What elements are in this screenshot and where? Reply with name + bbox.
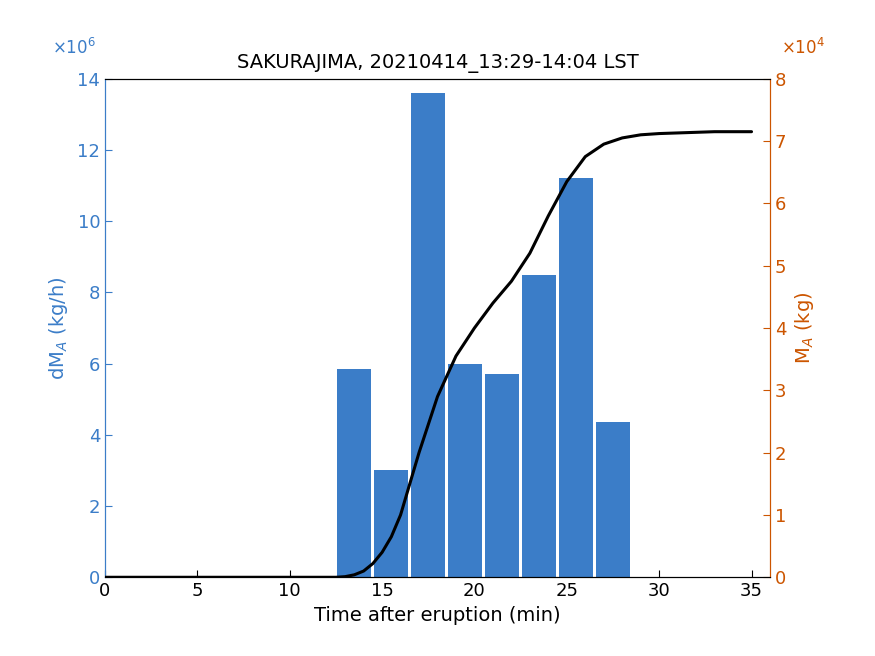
Y-axis label: dM$_A$ (kg/h): dM$_A$ (kg/h) — [47, 276, 70, 380]
Title: SAKURAJIMA, 20210414_13:29-14:04 LST: SAKURAJIMA, 20210414_13:29-14:04 LST — [236, 54, 639, 73]
Y-axis label: M$_A$ (kg): M$_A$ (kg) — [794, 292, 816, 364]
Bar — [337, 369, 372, 577]
Bar — [596, 422, 630, 577]
Text: $\times\mathregular{10}^6$: $\times\mathregular{10}^6$ — [52, 37, 96, 58]
X-axis label: Time after eruption (min): Time after eruption (min) — [314, 605, 561, 625]
Bar — [374, 470, 409, 577]
Bar — [559, 178, 593, 577]
Bar — [485, 375, 519, 577]
Text: $\times\mathregular{10}^4$: $\times\mathregular{10}^4$ — [781, 37, 825, 58]
Bar — [448, 363, 482, 577]
Bar — [522, 275, 556, 577]
Bar — [411, 93, 445, 577]
